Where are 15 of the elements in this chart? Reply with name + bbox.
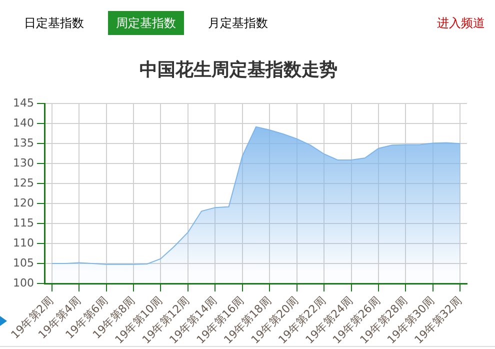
y-tick-label: 115: [12, 216, 34, 230]
text: 进入频道: [437, 15, 485, 32]
text: 周定基指数: [108, 11, 184, 35]
text: 月定基指数: [207, 15, 269, 32]
y-tick-label: 135: [12, 136, 34, 150]
y-tick-label: 105: [12, 256, 34, 270]
y-tick-label: 120: [12, 196, 34, 210]
y-tick-label: 110: [12, 236, 34, 250]
y-tick-label: 145: [12, 96, 34, 110]
y-tick-label: 100: [12, 276, 34, 290]
chart-title: 中国花生周定基指数走势: [140, 59, 338, 80]
y-tick-label: 140: [12, 116, 34, 130]
y-tick-label: 125: [12, 176, 34, 190]
text: 日定基指数: [23, 15, 85, 32]
y-tick-label: 130: [12, 156, 34, 170]
